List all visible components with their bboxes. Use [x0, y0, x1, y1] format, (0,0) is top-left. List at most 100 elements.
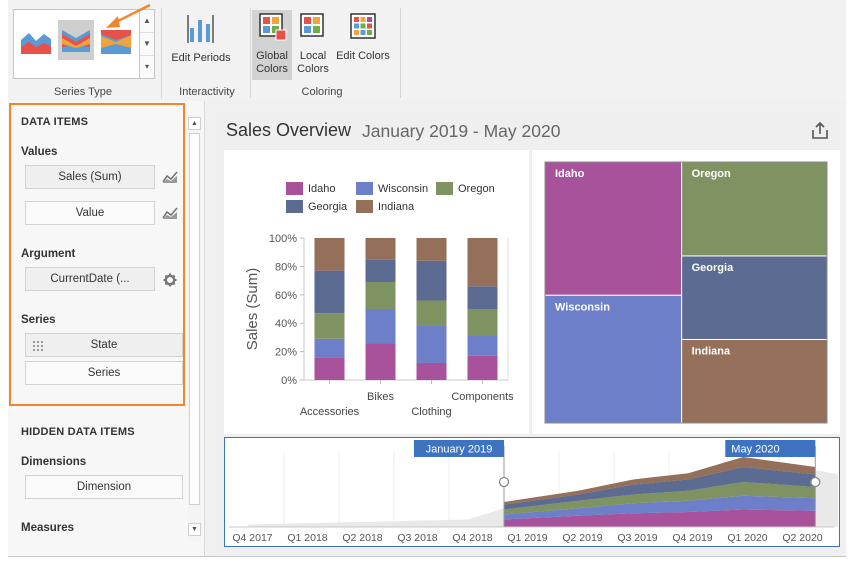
bar-segment[interactable]	[365, 259, 396, 283]
range-series-area	[504, 495, 816, 520]
legend-item[interactable]: Georgia	[286, 200, 347, 213]
range-start-label: January 2019	[426, 444, 493, 456]
edit-periods-icon	[187, 15, 214, 43]
stacked-area-icon[interactable]	[58, 20, 94, 60]
legend-item[interactable]: Idaho	[286, 182, 336, 195]
series-type-gallery[interactable]: ▲ ▼ ▾	[13, 9, 155, 79]
treemap-tile[interactable]	[681, 338, 828, 424]
area-chart-icon[interactable]	[18, 20, 54, 60]
bar-segment[interactable]	[416, 238, 447, 261]
chevron-up-icon[interactable]: ▲	[140, 10, 154, 33]
bar-segment[interactable]	[467, 335, 498, 356]
bar-segment[interactable]	[416, 300, 447, 327]
ribbon-separator	[400, 8, 401, 98]
series-label: Series	[21, 314, 56, 326]
scroll-up-icon[interactable]: ▲	[188, 117, 201, 130]
chart-item[interactable]: Idaho Wisconsin Oregon Georgia Indiana 0% 20%…	[224, 150, 529, 434]
legend-label: Idaho	[308, 183, 336, 195]
bar-segment[interactable]	[416, 326, 447, 363]
treemap-tile[interactable]	[681, 161, 828, 257]
series-item-state-label: State	[90, 339, 118, 351]
export-icon[interactable]	[810, 121, 830, 141]
bar-segment[interactable]	[314, 270, 345, 314]
y-tick-label: 40%	[275, 318, 297, 330]
edit-periods-button[interactable]: Edit Periods	[169, 10, 233, 65]
treemap-tile[interactable]	[544, 294, 683, 424]
dimension-placeholder[interactable]: Dimension	[25, 475, 183, 499]
series-item-state[interactable]: State	[25, 333, 183, 357]
legend-item[interactable]: Wisconsin	[356, 182, 428, 195]
bar-chart[interactable]: 0% 20% 40% 60% 80% 100% Sales (Sum) Accessories…	[224, 150, 529, 434]
treemap[interactable]: Idaho Wisconsin Oregon Georgia Indiana	[532, 150, 840, 434]
argument-item-currentdate[interactable]: CurrentDate (...	[25, 267, 155, 291]
range-filter[interactable]: January 2019 May 2020 Q4 2017 Q1 2018 Q2 201…	[225, 438, 854, 545]
range-tick-label: Q2 2019	[562, 532, 602, 544]
gallery-expand-icon[interactable]: ▾	[144, 62, 149, 71]
local-colors-label-1: Local	[299, 50, 327, 62]
global-colors-button[interactable]: Global Colors	[252, 10, 292, 80]
series-item-placeholder[interactable]: Series	[25, 361, 183, 385]
series-type-label: Series Type	[54, 86, 112, 98]
bar-segment[interactable]	[314, 238, 345, 271]
range-tick-label: Q3 2020	[837, 532, 838, 544]
gallery-scroll[interactable]: ▲ ▼ ▾	[139, 10, 154, 78]
legend-item[interactable]: Oregon	[436, 182, 495, 195]
gear-icon[interactable]	[163, 273, 177, 287]
bar-segment[interactable]	[467, 238, 498, 287]
edit-colors-button[interactable]: Edit Colors	[335, 10, 391, 63]
bar-segment[interactable]	[314, 313, 345, 339]
x-tick-label: Bikes	[367, 391, 394, 403]
legend-swatch	[286, 200, 303, 213]
interactivity-label: Interactivity	[179, 86, 235, 98]
range-series-area	[504, 457, 816, 505]
coloring-label: Coloring	[301, 86, 343, 98]
legend-item[interactable]: Indiana	[356, 200, 414, 213]
y-tick-label: 60%	[275, 290, 297, 302]
chevron-down-icon[interactable]: ▼	[140, 33, 154, 56]
bar-segment[interactable]	[416, 362, 447, 380]
scroll-down-icon[interactable]: ▼	[188, 523, 201, 536]
edit-colors-label: Edit Colors	[336, 50, 390, 62]
global-colors-icon	[259, 13, 287, 41]
full-stacked-area-icon[interactable]	[98, 20, 134, 60]
hidden-data-items-title: HIDDEN DATA ITEMS	[21, 426, 135, 438]
range-tick-label: Q1 2018	[287, 532, 327, 544]
range-tick-label: Q4 2017	[232, 532, 272, 544]
range-tick-label: Q1 2020	[727, 532, 767, 544]
local-colors-label-2: Colors	[297, 63, 329, 75]
range-filter-item[interactable]: January 2019 May 2020 Q4 2017 Q1 2018 Q2 201…	[224, 437, 854, 547]
dashboard-designer: ▲ ▼ ▾ Series Type Edit Periods Interacti…	[8, 0, 854, 557]
bar-segment[interactable]	[467, 309, 498, 336]
bar-segment[interactable]	[365, 343, 396, 380]
bar-segment[interactable]	[314, 357, 345, 380]
legend-label: Wisconsin	[378, 183, 429, 195]
legend-swatch	[436, 182, 453, 195]
y-tick-label: 0%	[281, 375, 297, 387]
bar-segment[interactable]	[467, 286, 498, 309]
range-tick-label: Q1 2019	[507, 532, 547, 544]
bar-segment[interactable]	[416, 260, 447, 301]
treemap-tile[interactable]	[681, 255, 828, 340]
panel-scrollbar[interactable]: ▲ ▼	[188, 115, 201, 542]
treemap-item[interactable]: Idaho Wisconsin Oregon Georgia Indiana	[532, 150, 840, 434]
range-start-handle[interactable]	[498, 476, 510, 488]
treemap-tile-label: Oregon	[692, 168, 731, 180]
sparkline-options-icon[interactable]	[162, 206, 178, 220]
bar-segment[interactable]	[365, 309, 396, 344]
drag-handle-icon[interactable]	[33, 341, 43, 351]
value-item-sales-sum[interactable]: Sales (Sum)	[25, 165, 155, 189]
range-end-handle[interactable]	[810, 476, 821, 488]
value-item-value[interactable]: Value	[25, 201, 155, 225]
y-tick-label: 80%	[275, 261, 297, 273]
y-tick-label: 20%	[275, 347, 297, 359]
legend-label: Oregon	[458, 183, 495, 195]
sparkline-options-icon[interactable]	[162, 170, 178, 184]
bar-segment[interactable]	[365, 238, 396, 260]
bar-segment[interactable]	[314, 338, 345, 358]
treemap-tile[interactable]	[544, 161, 683, 296]
bar-segment[interactable]	[467, 355, 498, 380]
bar-segment[interactable]	[365, 282, 396, 309]
x-tick-label: Accessories	[300, 406, 360, 418]
local-colors-button[interactable]: Local Colors	[295, 10, 331, 76]
scroll-thumb[interactable]	[189, 133, 200, 505]
